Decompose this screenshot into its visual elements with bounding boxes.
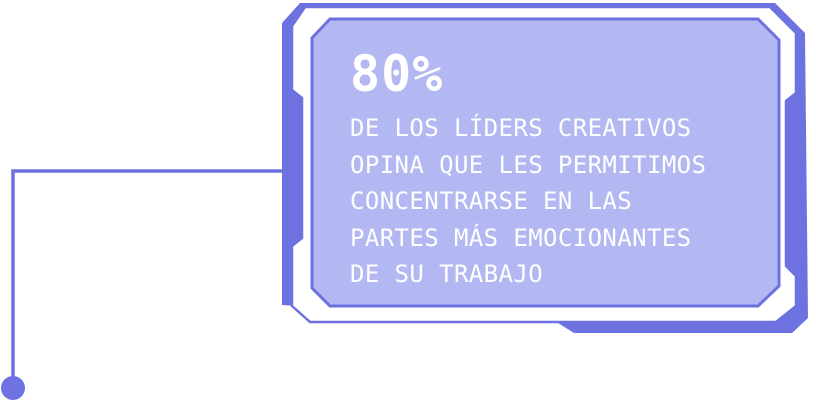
description-line: OPINA QUE LES PERMITIMOS	[350, 150, 707, 179]
callout-text: 80% DE LOS LÍDERS CREATIVOS OPINA QUE LE…	[350, 44, 770, 293]
description-line: CONCENTRARSE EN LAS	[350, 187, 633, 215]
description-line: PARTES MÁS EMOCIONANTES	[350, 223, 692, 252]
connector-line	[11, 169, 312, 388]
connector-dot	[1, 376, 25, 400]
description-line: DE SU TRABAJO	[350, 260, 544, 288]
description-line: DE LOS LÍDERS CREATIVOS	[350, 114, 692, 142]
stat-description: DE LOS LÍDERS CREATIVOS OPINA QUE LES PE…	[350, 110, 770, 293]
stat-value: 80%	[350, 45, 444, 103]
panel-fill	[310, 17, 781, 308]
